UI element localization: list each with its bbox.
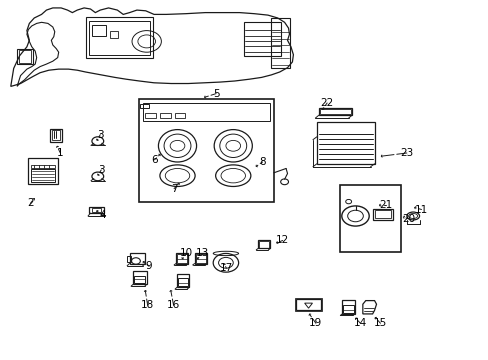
Bar (19, 50, 31, 63)
Bar (28, 158, 58, 184)
Bar (177, 274, 189, 287)
Bar (176, 253, 188, 264)
Bar (342, 300, 354, 314)
Bar (127, 256, 130, 262)
Bar (372, 209, 392, 220)
Text: 15: 15 (373, 318, 386, 328)
Bar (92, 208, 101, 212)
Bar (244, 22, 281, 56)
Text: 18: 18 (141, 300, 154, 310)
Bar (17, 49, 33, 64)
Bar (129, 253, 145, 264)
Bar (134, 276, 145, 283)
Text: 22: 22 (320, 98, 333, 108)
Bar (92, 25, 105, 36)
Bar (31, 169, 55, 182)
Text: 11: 11 (414, 204, 427, 215)
Bar (177, 254, 187, 263)
Text: 7: 7 (170, 184, 177, 194)
Bar (316, 122, 374, 164)
Bar (319, 109, 350, 114)
Bar (85, 17, 153, 58)
Bar (178, 278, 188, 286)
Bar (195, 254, 205, 263)
Bar (194, 253, 206, 264)
Bar (133, 271, 146, 284)
Text: 23: 23 (399, 148, 413, 158)
Text: 3: 3 (98, 165, 104, 175)
Bar (259, 241, 269, 248)
Bar (374, 210, 390, 218)
Bar (140, 104, 149, 108)
Bar (109, 31, 118, 38)
Text: 9: 9 (145, 261, 152, 271)
Bar (318, 108, 351, 115)
Bar (139, 99, 273, 202)
Bar (89, 21, 150, 55)
Text: 10: 10 (180, 248, 193, 258)
Text: 8: 8 (259, 157, 265, 167)
Text: 12: 12 (275, 235, 289, 246)
Text: 19: 19 (308, 318, 322, 328)
Text: 6: 6 (151, 155, 158, 165)
Bar (258, 240, 270, 248)
Bar (160, 113, 170, 118)
Text: 20: 20 (402, 214, 414, 224)
Bar (339, 185, 400, 252)
Bar (52, 130, 60, 140)
Text: 1: 1 (57, 148, 63, 158)
Bar (295, 299, 321, 310)
Text: 16: 16 (166, 300, 180, 310)
Bar (271, 18, 289, 68)
Bar (143, 103, 269, 121)
Bar (174, 113, 185, 118)
Bar (89, 207, 103, 213)
Text: 13: 13 (196, 248, 209, 258)
Bar (294, 298, 322, 311)
Text: 17: 17 (219, 263, 233, 273)
Bar (50, 129, 61, 142)
Text: 2: 2 (27, 198, 34, 208)
Text: 5: 5 (212, 89, 219, 99)
Bar (31, 165, 55, 168)
Text: 4: 4 (99, 210, 106, 220)
Text: 14: 14 (353, 318, 366, 328)
Text: 3: 3 (97, 130, 103, 140)
Bar (145, 113, 156, 118)
Bar (343, 305, 353, 313)
Text: 21: 21 (379, 200, 392, 210)
